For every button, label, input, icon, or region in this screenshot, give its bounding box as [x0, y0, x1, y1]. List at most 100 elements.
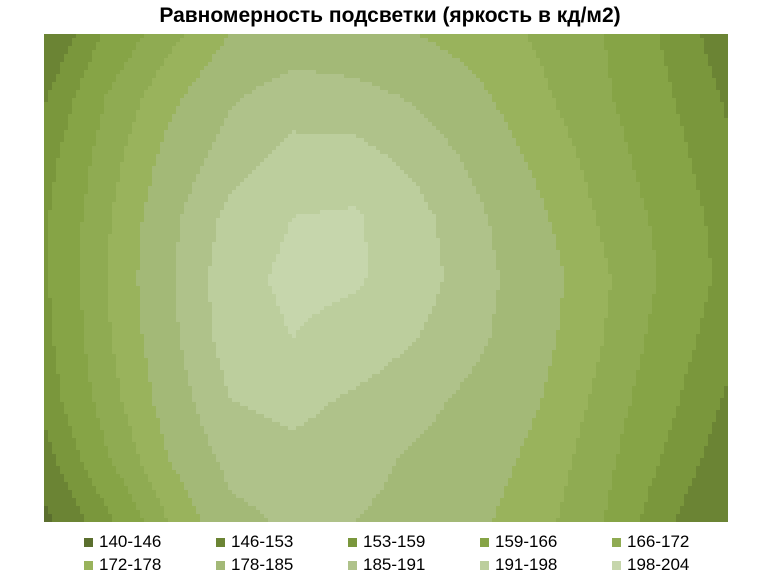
- heatmap-cell: [44, 230, 49, 235]
- heatmap-cell: [44, 42, 73, 47]
- heatmap-cell: [44, 454, 57, 459]
- heatmap-cell: [44, 58, 65, 63]
- heatmap-cell: [516, 142, 573, 147]
- heatmap-cell: [580, 422, 625, 427]
- heatmap-cell: [356, 206, 429, 211]
- heatmap-cell: [204, 426, 289, 431]
- heatmap-cell: [612, 86, 673, 91]
- heatmap-cell: [504, 490, 565, 495]
- heatmap-cell: [108, 290, 141, 295]
- heatmap-cell: [296, 426, 429, 431]
- heatmap-cell: [596, 210, 649, 215]
- heatmap-cell: [404, 170, 469, 175]
- heatmap-cell: [612, 286, 657, 291]
- heatmap-cell: [512, 470, 569, 475]
- heatmap-cell: [48, 274, 81, 279]
- heatmap-cell: [176, 470, 225, 475]
- heatmap-cell: [708, 246, 728, 251]
- heatmap-cell: [632, 402, 681, 407]
- heatmap-cell: [436, 42, 533, 47]
- heatmap-cell: [572, 454, 617, 459]
- heatmap-cell: [608, 258, 657, 263]
- heatmap-cell: [44, 114, 69, 119]
- heatmap-cell: [536, 50, 609, 55]
- heatmap-cell: [604, 510, 645, 515]
- heatmap-cell: [440, 258, 497, 263]
- heatmap-cell: [608, 490, 649, 495]
- heatmap-cell: [660, 462, 701, 467]
- heatmap-cell: [44, 198, 53, 203]
- heatmap-cell: [184, 34, 229, 39]
- heatmap-cell: [80, 274, 109, 279]
- heatmap-cell: [120, 178, 153, 183]
- heatmap-cell: [132, 426, 161, 431]
- heatmap-cell: [176, 310, 213, 315]
- heatmap-cell: [56, 170, 89, 175]
- heatmap-cell: [164, 138, 217, 143]
- heatmap-cell: [52, 326, 85, 331]
- heatmap-cell: [628, 414, 677, 419]
- heatmap-cell: [84, 322, 113, 327]
- heatmap-cell: [176, 246, 213, 251]
- heatmap-cell: [112, 326, 141, 331]
- heatmap-cell: [648, 218, 705, 223]
- heatmap-cell: [192, 182, 241, 187]
- heatmap-cell: [52, 298, 81, 303]
- heatmap-cell: [612, 278, 657, 283]
- heatmap-cell: [72, 110, 105, 115]
- heatmap-cell: [44, 330, 53, 335]
- heatmap-cell: [704, 450, 728, 455]
- heatmap-cell: [204, 430, 425, 435]
- heatmap-cell: [120, 386, 153, 391]
- heatmap-cell: [92, 58, 129, 63]
- heatmap-cell: [704, 310, 728, 315]
- heatmap-cell: [176, 290, 209, 295]
- heatmap-cell: [496, 310, 561, 315]
- heatmap-cell: [612, 478, 653, 483]
- heatmap-cell: [224, 374, 373, 379]
- heatmap-cell: [368, 266, 445, 271]
- heatmap-cell: [588, 194, 641, 199]
- heatmap-cell: [44, 470, 61, 475]
- heatmap-cell: [148, 198, 189, 203]
- heatmap-cell: [44, 66, 61, 71]
- heatmap-cell: [108, 310, 141, 315]
- heatmap-cell: [516, 458, 573, 463]
- heatmap-cell: [264, 82, 373, 87]
- heatmap-cell: [220, 130, 293, 135]
- heatmap-cell: [724, 114, 728, 119]
- heatmap-cell: [548, 78, 613, 83]
- heatmap-cell: [48, 294, 81, 299]
- heatmap-cell: [164, 58, 213, 63]
- heatmap-cell: [212, 54, 453, 59]
- heatmap-cell: [216, 350, 405, 355]
- heatmap-cell: [372, 498, 501, 503]
- heatmap-cell: [116, 354, 145, 359]
- heatmap-cell: [208, 282, 269, 287]
- heatmap-cell: [112, 210, 145, 215]
- heatmap-cell: [648, 314, 705, 319]
- legend-swatch: [348, 560, 357, 570]
- heatmap-cell: [108, 298, 141, 303]
- heatmap-cell: [172, 114, 229, 119]
- heatmap-cell: [592, 198, 645, 203]
- heatmap-cell: [296, 214, 365, 219]
- heatmap-cell: [492, 238, 557, 243]
- heatmap-cell: [44, 262, 49, 267]
- heatmap-cell: [88, 62, 125, 67]
- heatmap-cell: [560, 254, 605, 259]
- heatmap-cell: [696, 338, 728, 343]
- heatmap-cell: [612, 470, 657, 475]
- heatmap-cell: [44, 410, 65, 415]
- heatmap-cell: [88, 170, 121, 175]
- heatmap-cell: [92, 398, 121, 403]
- heatmap-cell: [108, 246, 141, 251]
- heatmap-cell: [200, 74, 281, 79]
- heatmap-cell: [664, 58, 709, 63]
- heatmap-cell: [564, 270, 609, 275]
- heatmap-cell: [136, 118, 173, 123]
- heatmap-cell: [216, 138, 285, 143]
- heatmap-cell: [696, 182, 728, 187]
- heatmap-cell: [228, 386, 357, 391]
- heatmap-cell: [280, 242, 369, 247]
